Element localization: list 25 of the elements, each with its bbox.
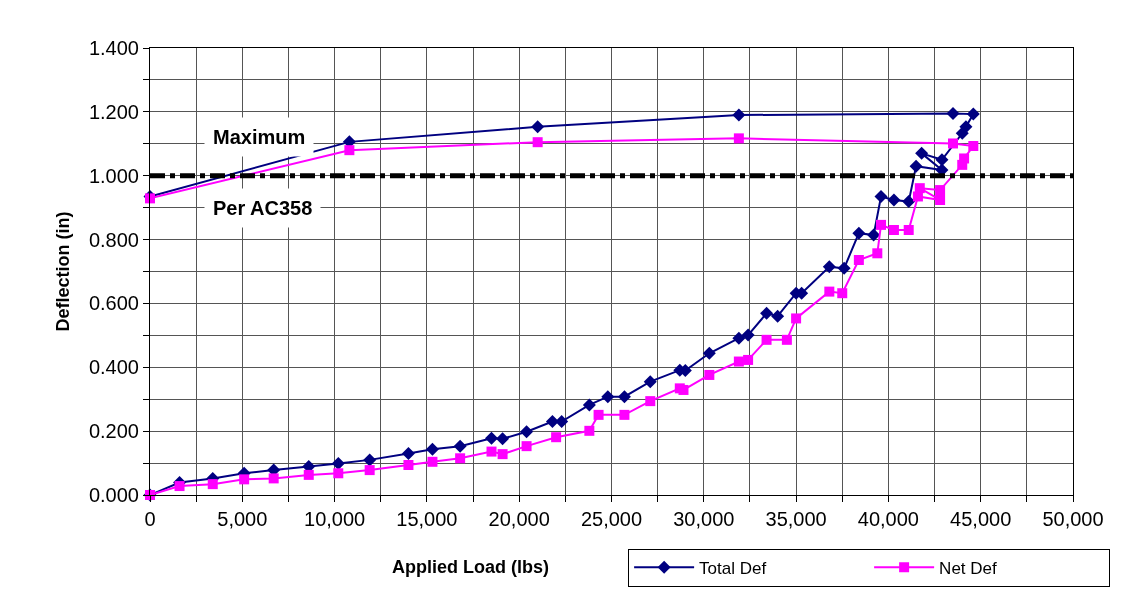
x-tick-label: 40,000 — [857, 508, 919, 530]
x-tick-label: 5,000 — [217, 508, 268, 530]
y-tick-label: 1.400 — [88, 37, 139, 59]
x-tick-label: 50,000 — [1042, 508, 1104, 530]
annotation: Maximum — [213, 126, 306, 148]
legend-label: Total Def — [699, 558, 767, 578]
y-tick-label: 0.800 — [88, 228, 139, 251]
x-tick-label: 10,000 — [304, 508, 366, 530]
x-tick-label: 30,000 — [673, 508, 735, 530]
annotation: Per AC358 — [213, 197, 313, 219]
x-axis-title: Applied Load (lbs) — [392, 557, 549, 577]
y-tick-label: 0.600 — [88, 292, 139, 315]
y-tick-label: 0.400 — [88, 356, 139, 379]
y-tick-label: 0.200 — [88, 420, 139, 443]
x-tick-label: 35,000 — [765, 508, 827, 530]
y-tick-label: 1.000 — [88, 164, 139, 187]
y-axis-title: Deflection (in) — [53, 211, 74, 332]
x-tick-label: 15,000 — [396, 508, 458, 530]
x-tick-label: 25,000 — [580, 508, 643, 530]
x-tick-label: 20,000 — [488, 508, 550, 530]
y-tick-label: 0.000 — [88, 484, 139, 506]
x-tick-label: 45,000 — [950, 508, 1012, 530]
x-tick-label: 0 — [144, 508, 156, 530]
legend-label: Net Def — [939, 558, 998, 578]
y-tick-label: 1.200 — [88, 100, 139, 123]
